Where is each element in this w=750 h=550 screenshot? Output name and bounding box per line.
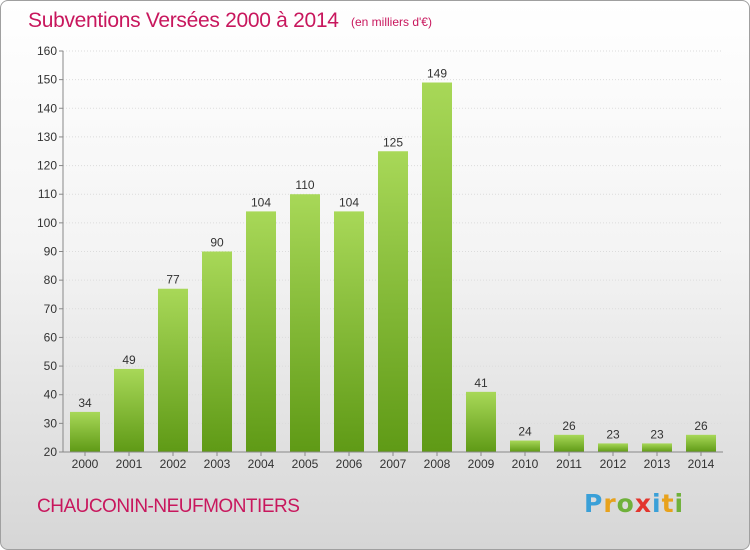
bar-2004 [246, 211, 276, 452]
bar-2010 [510, 440, 540, 452]
y-tick-label: 40 [44, 388, 58, 402]
bar-2003 [202, 251, 232, 452]
x-tick-label: 2007 [380, 457, 407, 471]
proxiti-logo[interactable]: Proxiti [584, 489, 685, 518]
bar-2008 [422, 82, 452, 452]
y-tick-label: 120 [37, 159, 57, 173]
bar-value-label: 41 [474, 376, 488, 390]
y-tick-label: 100 [37, 216, 57, 230]
bar-2006 [334, 211, 364, 452]
x-tick-label: 2003 [204, 457, 231, 471]
chart-title: Subventions Versées 2000 à 2014 [28, 9, 339, 32]
y-tick-label: 140 [37, 101, 57, 115]
bar-2000 [70, 411, 100, 452]
town-name: CHAUCONIN-NEUFMONTIERS [37, 496, 300, 517]
bar-value-label: 24 [518, 425, 532, 439]
bar-2002 [158, 288, 188, 452]
bar-value-label: 104 [251, 195, 271, 209]
x-tick-label: 2004 [248, 457, 275, 471]
bar-value-label: 77 [166, 273, 180, 287]
bar-value-label: 110 [295, 178, 314, 192]
x-tick-label: 2011 [556, 457, 582, 471]
bar-value-label: 149 [427, 67, 447, 81]
y-tick-label: 50 [44, 359, 58, 373]
y-tick-label: 80 [44, 273, 58, 287]
x-tick-label: 2012 [600, 457, 627, 471]
y-tick-label: 30 [44, 416, 58, 430]
bar-2005 [290, 194, 320, 452]
bar-2013 [642, 443, 672, 452]
bar-value-label: 90 [210, 236, 224, 250]
chart-unit-note: (en milliers d'€) [351, 15, 432, 29]
bar-2014 [686, 434, 716, 452]
y-tick-label: 130 [37, 130, 57, 144]
y-tick-label: 90 [44, 245, 58, 259]
x-tick-label: 2010 [512, 457, 539, 471]
bar-2009 [466, 391, 496, 452]
x-tick-label: 2014 [688, 457, 715, 471]
x-tick-label: 2000 [72, 457, 99, 471]
x-tick-label: 2009 [468, 457, 495, 471]
bar-value-label: 26 [694, 419, 708, 433]
bar-2012 [598, 443, 628, 452]
bar-2001 [114, 368, 144, 452]
y-tick-label: 150 [37, 73, 57, 87]
bar-value-label: 49 [122, 353, 136, 367]
x-tick-label: 2008 [424, 457, 451, 471]
x-tick-label: 2002 [160, 457, 187, 471]
bar-2011 [554, 434, 584, 452]
x-tick-label: 2005 [292, 457, 319, 471]
bar-value-label: 23 [606, 427, 620, 441]
bar-value-label: 23 [650, 427, 664, 441]
y-tick-label: 20 [44, 445, 58, 459]
x-tick-label: 2001 [116, 457, 143, 471]
x-tick-label: 2013 [644, 457, 671, 471]
y-tick-label: 110 [38, 187, 57, 201]
x-tick-label: 2006 [336, 457, 363, 471]
y-tick-label: 60 [44, 330, 58, 344]
bar-2007 [378, 151, 408, 452]
bar-value-label: 34 [78, 396, 92, 410]
bar-value-label: 125 [383, 135, 403, 149]
y-tick-label: 160 [37, 44, 57, 58]
y-tick-label: 70 [44, 302, 58, 316]
bar-value-label: 104 [339, 195, 359, 209]
bar-value-label: 26 [562, 419, 576, 433]
